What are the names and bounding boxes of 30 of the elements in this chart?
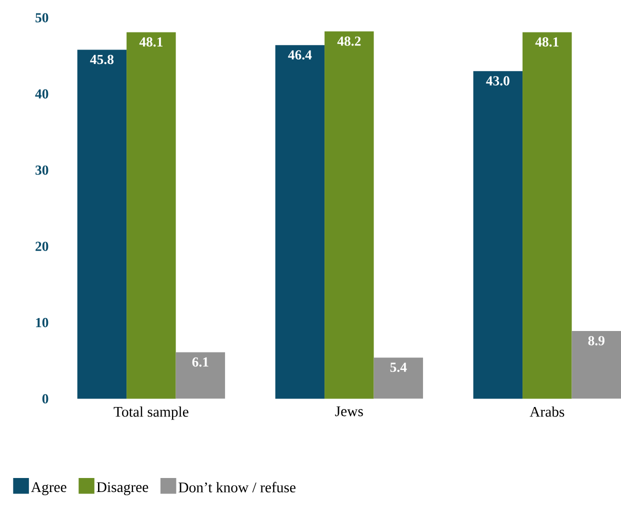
y-tick-label: 0: [42, 394, 48, 404]
bar: [275, 45, 325, 399]
x-tick-label: Total sample: [114, 406, 188, 420]
x-tick-label: Jews: [335, 406, 363, 416]
legend-label: Don’t know / refuse: [178, 482, 296, 492]
legend-label: Disagree: [96, 482, 148, 496]
bar: [77, 50, 127, 399]
bar: [324, 31, 374, 399]
bar: [522, 32, 572, 399]
data-label: 48.2: [337, 36, 361, 46]
y-tick-label: 40: [35, 89, 48, 99]
data-label: 46.4: [288, 50, 312, 60]
legend-label: Agree: [31, 482, 66, 496]
y-tick-label: 10: [36, 318, 48, 328]
x-tick-label: Arabs: [530, 406, 564, 417]
data-label: 48.1: [139, 37, 162, 47]
data-label: 5.4: [390, 362, 407, 372]
bar: [126, 32, 176, 399]
data-label: 6.1: [192, 357, 208, 367]
data-label: 45.8: [90, 54, 114, 64]
data-label: 48.1: [535, 37, 558, 47]
data-label: 8.9: [588, 336, 604, 346]
y-tick-label: 50: [36, 13, 48, 22]
bar: [374, 358, 424, 399]
y-tick-label: 20: [36, 242, 48, 251]
bar: [176, 352, 226, 399]
data-label: 43.0: [486, 76, 510, 86]
bar: [572, 330, 621, 399]
bar: [473, 71, 523, 399]
y-tick-label: 30: [36, 165, 48, 175]
